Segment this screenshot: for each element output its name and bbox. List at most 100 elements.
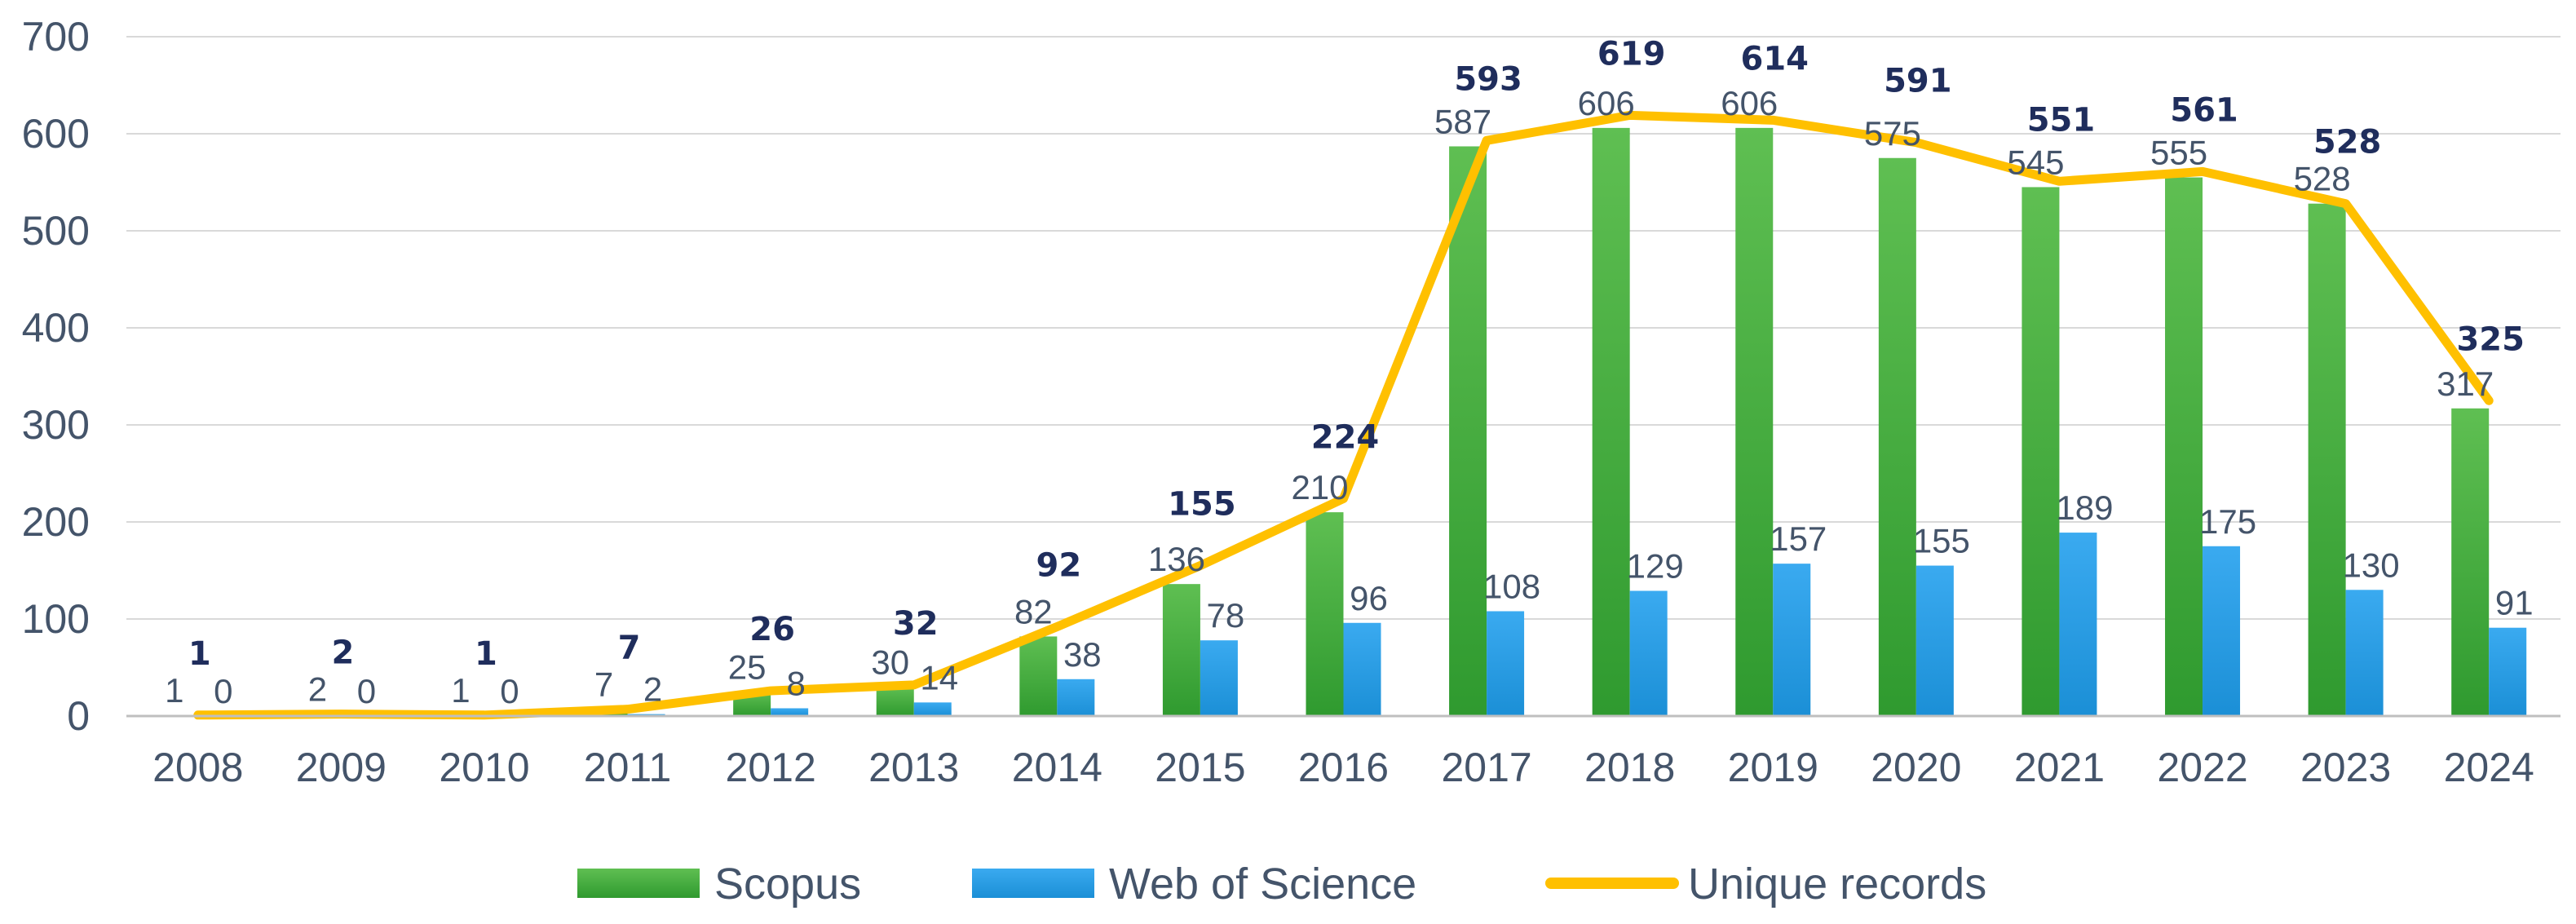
label-wos: 108 <box>1483 567 1540 605</box>
legend-label: Unique records <box>1688 860 1986 909</box>
bar-wos-2021 <box>2059 533 2097 716</box>
bar-wos-2022 <box>2203 546 2241 716</box>
label-wos: 78 <box>1207 596 1245 634</box>
label-unique: 593 <box>1454 60 1522 98</box>
bar-wos-2014 <box>1057 679 1095 716</box>
label-wos: 0 <box>500 672 519 710</box>
label-unique: 155 <box>1168 486 1236 524</box>
bar-scopus-2018 <box>1592 127 1630 717</box>
label-scopus: 1 <box>165 671 183 710</box>
x-tick-label: 2018 <box>1584 745 1675 790</box>
x-tick-label: 2011 <box>584 745 672 790</box>
label-scopus: 528 <box>2294 160 2351 198</box>
bar-wos-2018 <box>1629 590 1668 716</box>
label-scopus: 82 <box>1014 592 1053 630</box>
line-unique-records <box>193 110 2494 720</box>
label-unique: 26 <box>749 611 795 648</box>
line-series <box>193 110 2494 720</box>
legend-unique-records: Unique records <box>1545 860 1986 909</box>
x-tick-label: 2024 <box>2444 745 2534 790</box>
bar-wos-2012 <box>771 708 809 716</box>
x-tick-label: 2008 <box>152 745 243 790</box>
label-wos: 38 <box>1063 635 1102 674</box>
label-wos: 157 <box>1770 519 1827 558</box>
bar-scopus-2017 <box>1449 146 1487 717</box>
gridlines <box>126 36 2561 620</box>
label-unique: 614 <box>1741 40 1809 77</box>
label-scopus: 545 <box>2007 143 2064 181</box>
label-scopus: 1 <box>451 671 470 710</box>
y-tick-label: 600 <box>22 111 90 157</box>
label-unique: 2 <box>331 634 354 672</box>
bar-scopus-2015 <box>1162 584 1200 716</box>
label-unique: 325 <box>2456 321 2525 358</box>
y-tick-label: 200 <box>22 499 90 545</box>
label-scopus: 575 <box>1864 114 1921 153</box>
label-unique: 1 <box>188 635 211 673</box>
legend-web-of-science: Web of Science <box>972 860 1416 909</box>
bar-scopus-2024 <box>2451 408 2490 716</box>
bar-wos-2015 <box>1200 640 1238 716</box>
label-scopus: 555 <box>2150 134 2207 172</box>
bar-scopus-2013 <box>876 687 914 716</box>
label-unique: 7 <box>618 630 641 667</box>
label-wos: 14 <box>920 658 958 696</box>
label-wos: 130 <box>2343 546 2400 584</box>
label-scopus: 136 <box>1148 540 1205 578</box>
y-tick-label: 100 <box>22 596 90 642</box>
bar-wos-2020 <box>1915 565 1954 716</box>
label-wos: 0 <box>214 672 232 710</box>
label-scopus: 317 <box>2437 365 2494 403</box>
x-tick-label: 2013 <box>868 745 959 790</box>
bar-scopus-2021 <box>2021 187 2060 716</box>
label-unique: 591 <box>1884 63 1952 100</box>
bar-wos-2016 <box>1343 622 1381 716</box>
label-wos: 8 <box>786 664 805 702</box>
bar-wos-2013 <box>913 702 952 716</box>
bar-wos-2023 <box>2345 590 2384 716</box>
x-tick-label: 2015 <box>1155 745 1245 790</box>
bar-wos-2024 <box>2489 627 2527 716</box>
legend: Scopus Web of Science Unique records <box>577 860 1986 909</box>
bar-scopus-2016 <box>1306 512 1344 716</box>
label-scopus: 210 <box>1291 468 1348 506</box>
label-wos: 0 <box>357 672 376 710</box>
bar-wos-2019 <box>1773 564 1811 716</box>
x-tick-label: 2021 <box>2014 745 2105 790</box>
bars <box>160 127 2527 717</box>
x-tick-label: 2019 <box>1728 745 1818 790</box>
label-unique: 528 <box>2313 124 2382 161</box>
bar-scopus-2019 <box>1735 127 1774 717</box>
y-tick-label: 500 <box>22 208 90 254</box>
label-unique: 561 <box>2170 91 2238 129</box>
label-scopus: 606 <box>1578 84 1635 122</box>
label-wos: 2 <box>643 670 662 709</box>
label-scopus: 25 <box>728 648 767 686</box>
y-tick-label: 0 <box>67 693 90 739</box>
legend-swatch <box>577 869 700 898</box>
label-unique: 224 <box>1311 418 1380 456</box>
label-wos: 129 <box>1627 546 1684 585</box>
label-scopus: 606 <box>1721 84 1778 122</box>
bar-scopus-2022 <box>2165 177 2203 717</box>
x-tick-label: 2010 <box>439 745 529 790</box>
x-tick-label: 2014 <box>1012 745 1102 790</box>
label-unique: 551 <box>2027 101 2096 139</box>
x-tick-label: 2022 <box>2157 745 2247 790</box>
x-tick-label: 2023 <box>2300 745 2391 790</box>
x-tick-label: 2009 <box>296 745 387 790</box>
label-wos: 175 <box>2199 502 2256 541</box>
label-unique: 1 <box>475 635 497 673</box>
label-wos: 91 <box>2495 584 2534 622</box>
label-scopus: 7 <box>594 665 613 704</box>
bar-scopus-2023 <box>2308 203 2346 716</box>
legend-label: Scopus <box>714 860 861 909</box>
legend-label: Web of Science <box>1109 860 1416 909</box>
label-unique: 92 <box>1036 547 1081 585</box>
legend-scopus: Scopus <box>577 860 861 909</box>
y-tick-label: 300 <box>22 402 90 448</box>
